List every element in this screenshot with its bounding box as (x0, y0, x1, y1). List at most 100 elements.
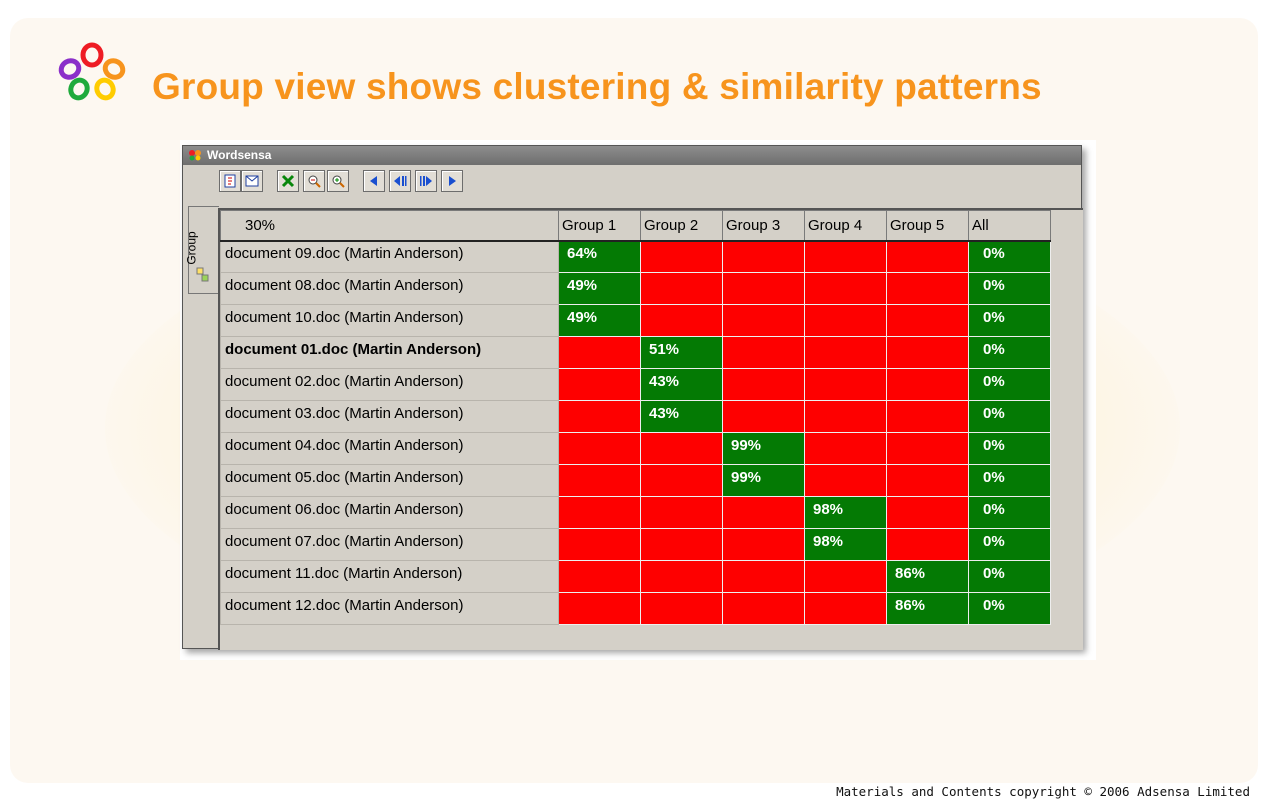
empty-cell (558, 368, 641, 401)
document-name[interactable]: document 05.doc (Martin Anderson) (220, 464, 559, 497)
copyright-text: Materials and Contents copyright © 2006 … (836, 784, 1250, 799)
empty-cell (558, 560, 641, 593)
empty-cell (722, 368, 805, 401)
empty-cell (886, 240, 969, 273)
empty-cell (722, 336, 805, 369)
group-icon (196, 267, 209, 282)
all-cell: 0% (968, 432, 1051, 465)
empty-cell (558, 464, 641, 497)
empty-cell (640, 592, 723, 625)
empty-cell (886, 528, 969, 561)
table-row[interactable]: document 12.doc (Martin Anderson) 86% 0% (220, 592, 1051, 625)
document-name[interactable]: document 04.doc (Martin Anderson) (220, 432, 559, 465)
table-row[interactable]: document 02.doc (Martin Anderson) 43% 0% (220, 368, 1051, 401)
email-icon[interactable] (241, 170, 263, 192)
arrow-right-icon[interactable] (441, 170, 463, 192)
empty-cell (886, 304, 969, 337)
column-header-all[interactable]: All (968, 210, 1051, 242)
empty-cell (640, 272, 723, 305)
empty-cell (886, 432, 969, 465)
column-header-group-2[interactable]: Group 2 (640, 210, 723, 242)
similarity-cell: 99% (722, 464, 805, 497)
column-header-group-4[interactable]: Group 4 (804, 210, 887, 242)
all-cell: 0% (968, 592, 1051, 625)
empty-cell (640, 496, 723, 529)
arrow-left-icon[interactable] (363, 170, 385, 192)
table-row[interactable]: document 01.doc (Martin Anderson) 51% 0% (220, 336, 1051, 369)
table-row[interactable]: document 08.doc (Martin Anderson) 49% 0% (220, 272, 1051, 305)
all-cell: 0% (968, 496, 1051, 529)
similarity-cell: 86% (886, 592, 969, 625)
empty-cell (558, 400, 641, 433)
document-name[interactable]: document 09.doc (Martin Anderson) (220, 240, 559, 273)
empty-cell (804, 464, 887, 497)
table-row[interactable]: document 07.doc (Martin Anderson) 98% 0% (220, 528, 1051, 561)
document-name[interactable]: document 07.doc (Martin Anderson) (220, 528, 559, 561)
empty-cell (558, 432, 641, 465)
empty-cell (804, 336, 887, 369)
logo-icon (58, 42, 126, 101)
all-cell: 0% (968, 336, 1051, 369)
document-name[interactable]: document 10.doc (Martin Anderson) (220, 304, 559, 337)
similarity-cell: 98% (804, 496, 887, 529)
empty-cell (886, 368, 969, 401)
similarity-cell: 86% (886, 560, 969, 593)
similarity-cell: 43% (640, 400, 723, 433)
table-row[interactable]: document 04.doc (Martin Anderson) 99% 0% (220, 432, 1051, 465)
all-cell: 0% (968, 528, 1051, 561)
column-header-group-1[interactable]: Group 1 (558, 210, 641, 242)
table-row[interactable]: document 03.doc (Martin Anderson) 43% 0% (220, 400, 1051, 433)
app-window: Wordsensa (182, 145, 1083, 650)
threshold-header[interactable]: 30% (220, 210, 559, 242)
empty-cell (640, 464, 723, 497)
empty-cell (886, 464, 969, 497)
table-row[interactable]: document 09.doc (Martin Anderson) 64% 0% (220, 240, 1051, 273)
empty-cell (804, 400, 887, 433)
open-doc-icon[interactable] (219, 170, 241, 192)
zoom-in-icon[interactable] (327, 170, 349, 192)
tab-group[interactable]: Group (185, 206, 219, 294)
similarity-cell: 51% (640, 336, 723, 369)
column-header-group-5[interactable]: Group 5 (886, 210, 969, 242)
app-logo-icon (189, 150, 201, 161)
empty-cell (640, 432, 723, 465)
document-name[interactable]: document 01.doc (Martin Anderson) (220, 336, 559, 369)
empty-cell (722, 400, 805, 433)
step-forward-icon[interactable] (415, 170, 437, 192)
empty-cell (804, 240, 887, 273)
empty-cell (722, 496, 805, 529)
empty-cell (640, 304, 723, 337)
similarity-cell: 49% (558, 272, 641, 305)
table-row[interactable]: document 11.doc (Martin Anderson) 86% 0% (220, 560, 1051, 593)
window-title: Wordsensa (207, 148, 272, 162)
empty-cell (640, 240, 723, 273)
table-row[interactable]: document 06.doc (Martin Anderson) 98% 0% (220, 496, 1051, 529)
empty-cell (722, 240, 805, 273)
all-cell: 0% (968, 400, 1051, 433)
all-cell: 0% (968, 240, 1051, 273)
zoom-out-icon[interactable] (303, 170, 325, 192)
empty-cell (804, 560, 887, 593)
empty-cell (722, 592, 805, 625)
document-name[interactable]: document 02.doc (Martin Anderson) (220, 368, 559, 401)
empty-cell (640, 528, 723, 561)
empty-cell (722, 560, 805, 593)
document-name[interactable]: document 11.doc (Martin Anderson) (220, 560, 559, 593)
empty-cell (886, 496, 969, 529)
empty-cell (722, 304, 805, 337)
document-name[interactable]: document 03.doc (Martin Anderson) (220, 400, 559, 433)
column-header-group-3[interactable]: Group 3 (722, 210, 805, 242)
document-name[interactable]: document 08.doc (Martin Anderson) (220, 272, 559, 305)
all-cell: 0% (968, 560, 1051, 593)
empty-cell (804, 304, 887, 337)
document-name[interactable]: document 06.doc (Martin Anderson) (220, 496, 559, 529)
document-name[interactable]: document 12.doc (Martin Anderson) (220, 592, 559, 625)
step-back-icon[interactable] (389, 170, 411, 192)
table-row[interactable]: document 10.doc (Martin Anderson) 49% 0% (220, 304, 1051, 337)
table-row[interactable]: document 05.doc (Martin Anderson) 99% 0% (220, 464, 1051, 497)
all-cell: 0% (968, 368, 1051, 401)
delete-icon[interactable] (277, 170, 299, 192)
similarity-cell: 99% (722, 432, 805, 465)
